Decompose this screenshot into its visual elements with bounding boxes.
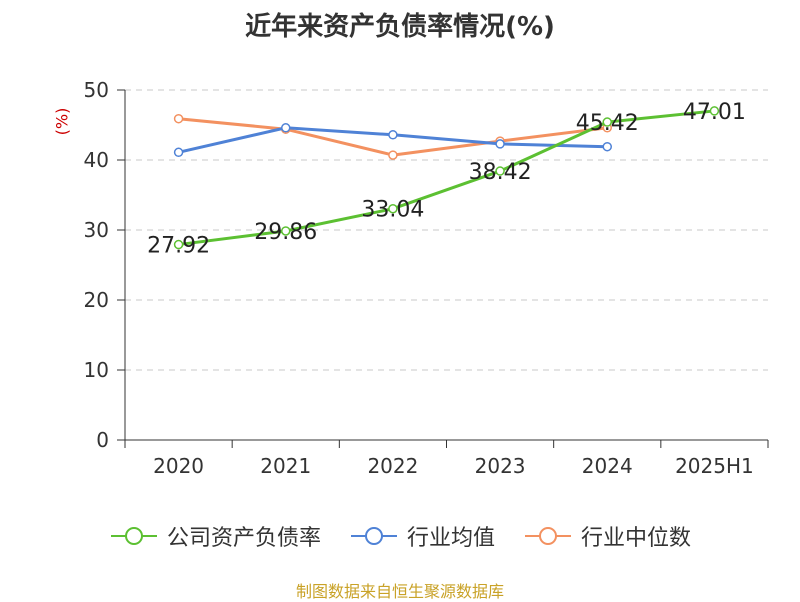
series-line-0	[178, 109, 715, 247]
x-tick-label-2021: 2021	[260, 454, 311, 478]
legend: 公司资产负债率 行业均值 行业中位数	[0, 520, 800, 552]
legend-label-industry-median: 行业中位数	[581, 526, 692, 551]
series-1-point-1	[281, 123, 291, 133]
y-tick-label-40: 40	[84, 148, 109, 172]
series-0-point-2	[388, 203, 398, 214]
series-0-point-0	[173, 239, 184, 250]
series-1-point-0	[173, 147, 184, 158]
data-label-1: 29.86	[254, 220, 317, 245]
y-tick-label-50: 50	[84, 78, 109, 102]
series-0-point-4	[602, 117, 612, 127]
data-label-2: 33.04	[361, 198, 424, 223]
series-0-point-5	[709, 106, 720, 116]
series-1-point-3	[495, 139, 505, 149]
data-source-note: 制图数据来自恒生聚源数据库	[295, 582, 504, 601]
legend-item-company[interactable]: 公司资产负债率	[109, 520, 321, 552]
y-tick-label-20: 20	[84, 288, 109, 312]
series-2-point-0	[173, 113, 184, 124]
series-0-point-1	[281, 226, 291, 236]
legend-swatch-company	[110, 527, 157, 545]
legend-item-industry-median[interactable]: 行业中位数	[523, 520, 691, 552]
x-tick-label-2025H1: 2025H1	[675, 454, 754, 478]
x-tick-label-2020: 2020	[153, 454, 204, 478]
y-tick-label-30: 30	[84, 218, 109, 242]
legend-swatch-industry-mean	[350, 527, 397, 545]
series-0-point-3	[495, 166, 505, 176]
legend-label-company: 公司资产负债率	[166, 526, 321, 551]
y-tick-label-0: 0	[96, 428, 109, 452]
data-label-0: 27.92	[147, 234, 210, 259]
series-1-point-2	[388, 130, 398, 140]
y-tick-label-10: 10	[84, 358, 109, 382]
data-label-4: 45.42	[576, 111, 639, 136]
x-tick-label-2023: 2023	[475, 454, 526, 478]
x-tick-label-2022: 2022	[367, 454, 418, 478]
x-tick-label-2024: 2024	[582, 454, 633, 478]
series-2-point-2	[388, 150, 398, 160]
data-label-5: 47.01	[683, 100, 746, 125]
legend-item-industry-mean[interactable]: 行业均值	[349, 520, 495, 552]
data-label-3: 38.42	[469, 160, 532, 185]
legend-swatch-industry-median	[525, 527, 571, 545]
chart-title: 近年来资产负债率情况(%)	[245, 12, 555, 42]
series-1-point-4	[602, 141, 612, 152]
legend-label-industry-mean: 行业均值	[406, 526, 495, 551]
